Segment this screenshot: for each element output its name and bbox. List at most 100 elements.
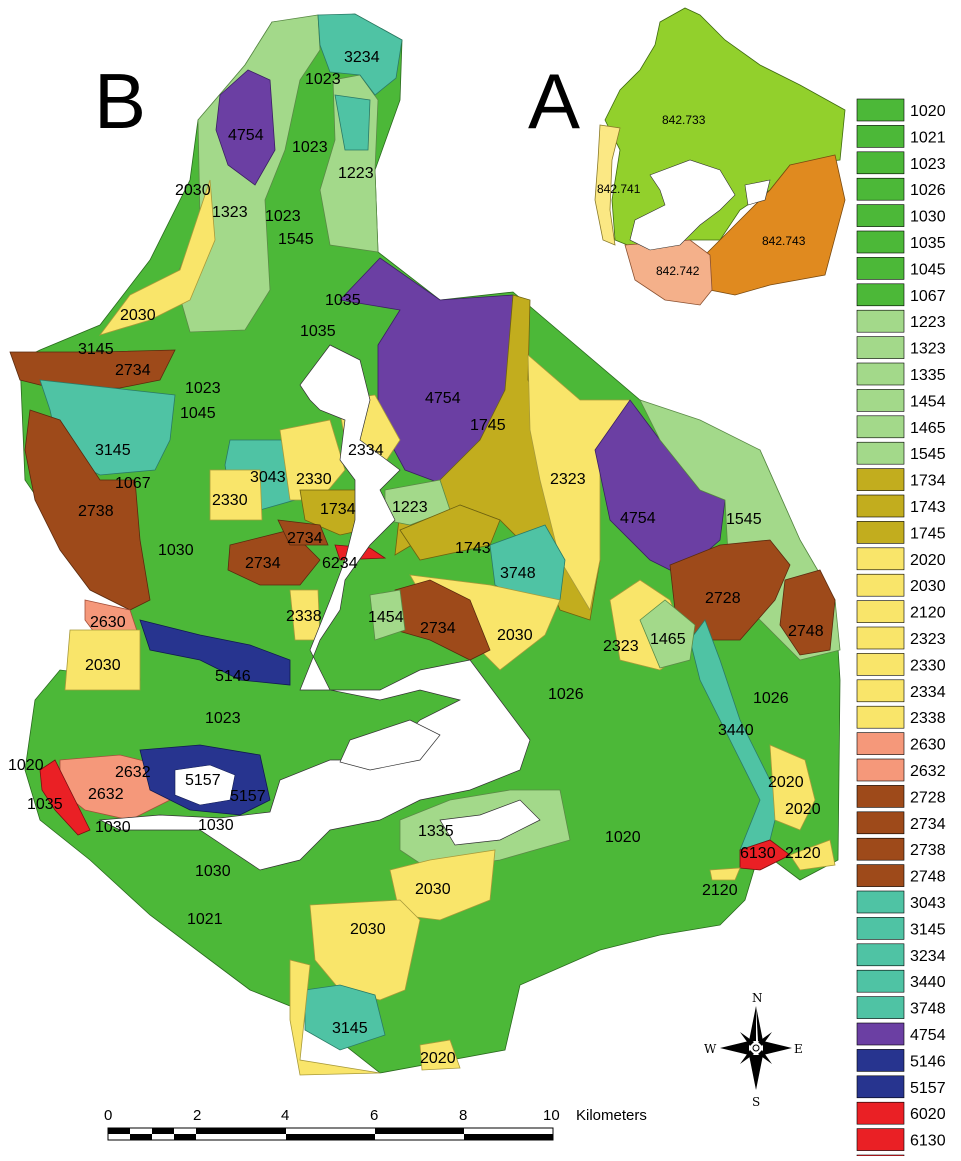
legend-swatch (856, 1128, 905, 1151)
map-label: 1545 (278, 231, 314, 248)
scale-seg (196, 1128, 286, 1134)
legend-label: 1030 (910, 209, 946, 226)
map-label: 4754 (228, 127, 264, 144)
zone-2738 (24, 409, 151, 611)
legend-label: 6130 (910, 1133, 946, 1150)
legend-swatch (856, 362, 905, 386)
legend-swatch (856, 98, 905, 122)
map-label: 3440 (718, 722, 754, 739)
map-label: 3748 (500, 565, 536, 582)
map-label: 2734 (245, 555, 281, 572)
legend-swatch (856, 943, 905, 967)
legend-swatch (856, 653, 905, 676)
map-label: 1020 (605, 829, 641, 846)
scale-tick: 2 (193, 1107, 201, 1124)
compass-sw (740, 1050, 754, 1064)
legend-swatch (856, 547, 905, 571)
legend-swatch (856, 1101, 905, 1125)
legend-swatch (856, 468, 905, 491)
map-label: 3145 (332, 1020, 368, 1037)
compass-se (758, 1050, 772, 1064)
legend-label: 2030 (910, 578, 946, 595)
lake-arm-south (339, 719, 441, 771)
map-label: 1023 (292, 139, 328, 156)
compass-east-arrow (763, 1041, 792, 1055)
scale-seg (152, 1128, 174, 1134)
legend-swatch (856, 996, 905, 1019)
legend-swatch (856, 837, 905, 861)
map-label: 1067 (115, 475, 151, 492)
map-label: 2323 (603, 638, 639, 655)
legend-swatch (856, 521, 905, 544)
lake-arm-se (439, 799, 541, 846)
legend-label: 5157 (910, 1080, 946, 1097)
map-label: 1335 (418, 823, 454, 840)
map-label: 2030 (120, 307, 156, 324)
zone-2734-small (277, 519, 329, 546)
zone-2030-south-b (309, 899, 421, 1001)
compass-ne (758, 1032, 772, 1046)
zone-3234b (334, 94, 371, 151)
map-label: 1743 (455, 540, 491, 557)
scale-seg (130, 1134, 152, 1140)
map-label: 2330 (296, 471, 332, 488)
scale-tick: 6 (370, 1107, 378, 1124)
map-label: 2338 (286, 608, 322, 625)
scale-seg (174, 1134, 196, 1140)
legend-swatch (856, 811, 905, 835)
map-label: 5157 (230, 788, 266, 805)
map-label: 5146 (215, 668, 251, 685)
scale-seg (286, 1134, 375, 1140)
map-label: 2734 (115, 362, 151, 379)
legend-swatch (856, 1022, 905, 1046)
map-label: 3234 (344, 49, 380, 66)
map-label: 2030 (85, 657, 121, 674)
legend-swatch (856, 309, 905, 333)
zone-2330-a (209, 469, 263, 521)
map-label: 4754 (620, 510, 656, 527)
zone-2020-east (769, 744, 816, 831)
inset-lake (629, 159, 736, 251)
main-map-b (9, 13, 841, 1076)
map-label: 4754 (425, 390, 461, 407)
legend-label: 3748 (910, 1001, 946, 1018)
legend-label: 6020 (910, 1106, 946, 1123)
legend-label: 1020 (910, 103, 946, 120)
legend-label: 2728 (910, 789, 946, 806)
map-label: 1023 (265, 208, 301, 225)
compass-south-arrow (749, 1055, 763, 1090)
legend-label: 2334 (910, 684, 946, 701)
legend-swatch (856, 177, 905, 201)
map-label: 2020 (420, 1050, 456, 1067)
zone-2020-south (419, 1039, 461, 1071)
map-label: 2330 (212, 492, 248, 509)
legend-label: 1067 (910, 288, 946, 305)
scale-seg (375, 1128, 464, 1134)
map-label: 1745 (470, 417, 506, 434)
zone-6020 (39, 759, 91, 836)
map-label: 2323 (550, 471, 586, 488)
map-label: 2734 (287, 530, 323, 547)
scale-seg (108, 1128, 130, 1134)
legend-swatch (856, 257, 905, 280)
legend-swatch (856, 283, 905, 307)
map-label: 2748 (788, 623, 824, 640)
legend-swatch (856, 573, 905, 597)
zone-2120-south (709, 867, 741, 881)
map-label: 2030 (175, 182, 211, 199)
map-label: 2630 (90, 614, 126, 631)
map-label: 3145 (78, 341, 114, 358)
map-label: 1045 (180, 405, 216, 422)
zone-4754-east (594, 399, 726, 576)
map-label: 1030 (195, 863, 231, 880)
legend-label: 5146 (910, 1053, 946, 1070)
inset-label: 842.742 (656, 264, 700, 278)
legend-label: 3043 (910, 895, 946, 912)
legend-label: 2020 (910, 552, 946, 569)
map-label: 6130 (740, 845, 776, 862)
legend-swatch (856, 600, 905, 623)
map-label: 1323 (212, 204, 248, 221)
legend-swatch (856, 125, 905, 148)
map-label: 2030 (497, 627, 533, 644)
map-label: 1030 (158, 542, 194, 559)
